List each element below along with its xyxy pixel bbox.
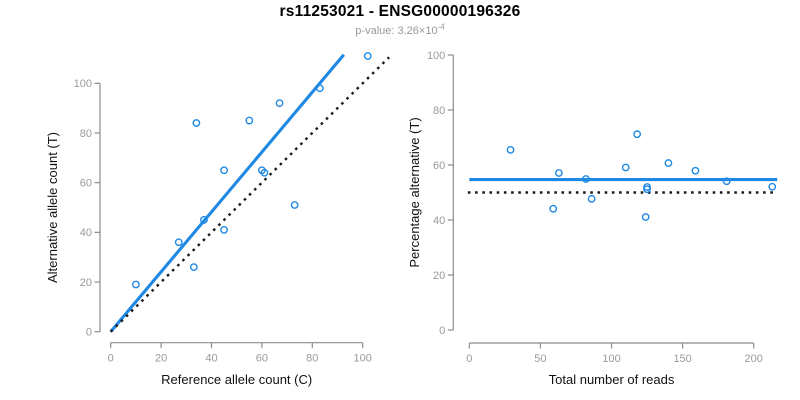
x-tick-label: 50 [534, 353, 546, 365]
data-point [189, 263, 198, 272]
data-point [174, 238, 183, 247]
data-point [587, 194, 596, 203]
allele-counts-scatter: 0 20 40 60 80 100 0 20 40 60 80 100 Reference allele… [45, 52, 391, 387]
x-tick-label: 100 [602, 353, 620, 365]
y-tick-label: 100 [427, 50, 445, 62]
data-point [554, 169, 563, 177]
fit-line [109, 53, 345, 333]
x-axis-title: Reference allele count (C) [161, 372, 312, 387]
data-point [549, 204, 558, 213]
p-value-subtitle: p-value: 3.26×10-4 [0, 22, 800, 37]
p-value-exponent: -4 [437, 22, 445, 32]
data-point [641, 213, 650, 221]
data-point [722, 177, 731, 186]
y-tick-label: 80 [80, 128, 92, 140]
x-tick-label: 200 [745, 353, 763, 365]
x-tick-label: 20 [155, 353, 167, 365]
x-axis-title: Total number of reads [549, 372, 675, 387]
y-tick-label: 20 [433, 270, 445, 282]
data-point [621, 163, 630, 172]
data-point [275, 99, 284, 108]
data-point [220, 166, 229, 175]
identity-line [109, 56, 391, 333]
y-tick-label: 100 [74, 78, 92, 90]
x-tick-label: 0 [466, 353, 472, 365]
y-tick-label: 40 [80, 227, 92, 239]
data-point [290, 201, 299, 209]
x-tick-label: 80 [306, 353, 318, 365]
data-point [506, 145, 515, 154]
data-point [633, 130, 642, 139]
x-tick-label: 60 [256, 353, 268, 365]
y-tick-label: 60 [80, 177, 92, 189]
data-point [582, 175, 590, 183]
y-axis-title: Percentage alternative (T) [407, 117, 422, 267]
data-point [260, 168, 269, 177]
data-point [131, 280, 140, 289]
data-point [192, 119, 201, 127]
y-tick-label: 20 [80, 277, 92, 289]
percentage-vs-reads-scatter: 0 20 40 60 80 100 0 50 100 150 200 Total number of … [407, 50, 778, 387]
data-point [691, 166, 700, 175]
y-tick-label: 80 [433, 105, 445, 117]
y-tick-label: 60 [433, 160, 445, 172]
data-point [220, 225, 229, 234]
figure-title: rs11253021 - ENSG00000196326 [279, 3, 521, 20]
data-point [315, 84, 324, 93]
x-tick-label: 0 [108, 353, 114, 365]
x-tick-label: 150 [673, 353, 691, 365]
data-point [363, 52, 372, 60]
x-tick-label: 100 [354, 353, 372, 365]
data-point [245, 116, 254, 125]
p-value-text: p-value: 3.26×10 [355, 25, 438, 37]
y-axis-title: Alternative allele count (T) [45, 132, 60, 283]
y-tick-label: 40 [433, 215, 445, 227]
data-point [643, 185, 651, 194]
y-tick-label: 0 [86, 327, 92, 339]
data-point [768, 182, 777, 191]
data-point [664, 159, 673, 167]
y-tick-label: 0 [439, 325, 445, 337]
x-tick-label: 40 [205, 353, 217, 365]
data-point [200, 216, 208, 224]
